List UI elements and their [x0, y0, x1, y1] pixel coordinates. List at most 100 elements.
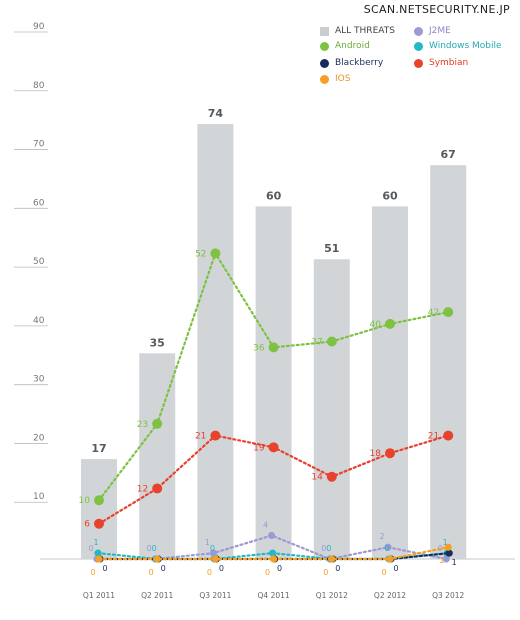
legend-item-android: Android: [320, 41, 370, 51]
point-label-j2me: 0: [88, 544, 93, 553]
point-android: [210, 248, 221, 259]
point-label-ios: 0: [149, 568, 154, 577]
bar-value-label: 67: [441, 148, 456, 161]
point-label-symbian: 21: [195, 432, 206, 442]
point-label-blackberry: 0: [393, 564, 398, 573]
point-label-symbian: 14: [311, 473, 323, 483]
point-blackberry: [445, 549, 453, 557]
point-label-android: 52: [195, 249, 206, 259]
bar-all-threats: [313, 259, 350, 559]
legend-item-all-threats: ALL THREATS: [320, 26, 395, 36]
point-label-ios: 0: [265, 568, 270, 577]
point-label-ios: 0: [207, 568, 212, 577]
point-label-symbian: 21: [428, 432, 439, 442]
point-label-windows-mobile: 0: [152, 544, 157, 553]
legend-swatch: [414, 26, 423, 36]
point-windows-mobile: [94, 549, 102, 557]
bar-all-threats: [139, 353, 176, 559]
point-label-android: 23: [137, 420, 148, 430]
point-label-blackberry: 0: [335, 564, 340, 573]
point-label-ios: 0: [323, 568, 328, 577]
bar-all-threats: [255, 206, 292, 560]
bar-value-label: 60: [382, 189, 398, 202]
point-label-ios: 0: [381, 568, 386, 577]
x-tick-label: Q4 2011: [258, 591, 290, 600]
point-label-windows-mobile: 0: [326, 544, 331, 553]
point-label-blackberry: 0: [219, 564, 224, 573]
legend-label: Android: [335, 41, 370, 51]
legend: ALL THREATS J2ME Android Windows Mobile …: [320, 20, 520, 90]
bar-value-label: 35: [150, 336, 165, 349]
point-j2me: [442, 555, 450, 563]
point-android: [326, 336, 337, 347]
point-ios: [386, 555, 394, 563]
point-symbian: [443, 430, 454, 441]
point-label-windows-mobile: 0: [384, 544, 389, 553]
bar-all-threats: [197, 124, 234, 560]
bar-value-label: 74: [208, 107, 224, 120]
point-label-android: 36: [253, 343, 265, 353]
y-tick-label: 60: [33, 198, 45, 208]
point-label-j2me: 4: [263, 520, 268, 529]
point-android: [268, 342, 279, 353]
point-ios: [444, 543, 452, 551]
point-label-ios: 0: [90, 568, 95, 577]
point-android: [152, 418, 163, 429]
legend-item-ios: IOS: [320, 74, 350, 84]
point-label-symbian: 18: [370, 449, 382, 459]
x-tick-label: Q1 2012: [316, 591, 348, 600]
point-label-windows-mobile: 1: [443, 538, 448, 547]
bar-value-label: 60: [266, 189, 282, 202]
point-label-j2me: 0: [147, 544, 152, 553]
legend-swatch: [414, 41, 423, 51]
bar-all-threats: [372, 206, 408, 560]
point-label-android: 42: [428, 308, 439, 318]
point-label-windows-mobile: 0: [210, 544, 215, 553]
legend-swatch: [320, 26, 329, 36]
legend-swatch: [320, 74, 329, 84]
point-label-symbian: 19: [253, 443, 265, 453]
y-tick-label: 80: [33, 81, 45, 91]
legend-swatch: [414, 58, 423, 68]
legend-label: IOS: [335, 74, 351, 84]
point-label-blackberry: 1: [452, 558, 457, 567]
legend-swatch: [320, 41, 329, 51]
watermark: SCAN.NETSECURITY.NE.JP: [363, 3, 510, 16]
point-symbian: [326, 471, 337, 482]
legend-item-blackberry: Blackberry: [320, 58, 383, 68]
point-android: [385, 318, 395, 329]
point-ios: [270, 555, 278, 563]
legend-label: Windows Mobile: [429, 41, 502, 51]
point-j2me: [268, 531, 276, 540]
y-tick-label: 30: [33, 375, 45, 385]
point-label-symbian: 12: [137, 484, 148, 494]
bar-value-label: 51: [324, 242, 339, 255]
bar-value-label: 17: [91, 442, 106, 455]
point-label-blackberry: 0: [161, 564, 166, 573]
point-label-windows-mobile: 1: [93, 538, 98, 547]
legend-swatch: [320, 58, 329, 68]
point-label-blackberry: 0: [277, 564, 282, 573]
y-tick-label: 20: [33, 433, 45, 443]
legend-label: Blackberry: [335, 58, 384, 68]
x-tick-label: Q2 2012: [374, 591, 406, 600]
legend-item-j2me: J2ME: [414, 26, 451, 36]
point-label-symbian: 6: [84, 520, 90, 530]
point-j2me: [384, 543, 392, 551]
point-label-blackberry: 0: [102, 564, 107, 573]
point-ios: [328, 555, 336, 563]
x-tick-label: Q1 2011: [83, 591, 115, 600]
point-label-j2me: 0: [321, 544, 326, 553]
point-android: [443, 307, 454, 318]
point-symbian: [152, 483, 163, 494]
point-label-android: 40: [370, 320, 382, 330]
y-tick-label: 40: [33, 316, 45, 326]
point-ios: [211, 555, 219, 563]
point-ios: [95, 555, 103, 563]
bar-all-threats: [430, 165, 467, 559]
legend-item-symbian: Symbian: [414, 58, 468, 68]
legend-label: J2ME: [429, 26, 451, 36]
point-label-ios: 2: [440, 556, 445, 565]
point-label-j2me: 1: [205, 538, 210, 547]
y-tick-label: 50: [33, 257, 45, 267]
